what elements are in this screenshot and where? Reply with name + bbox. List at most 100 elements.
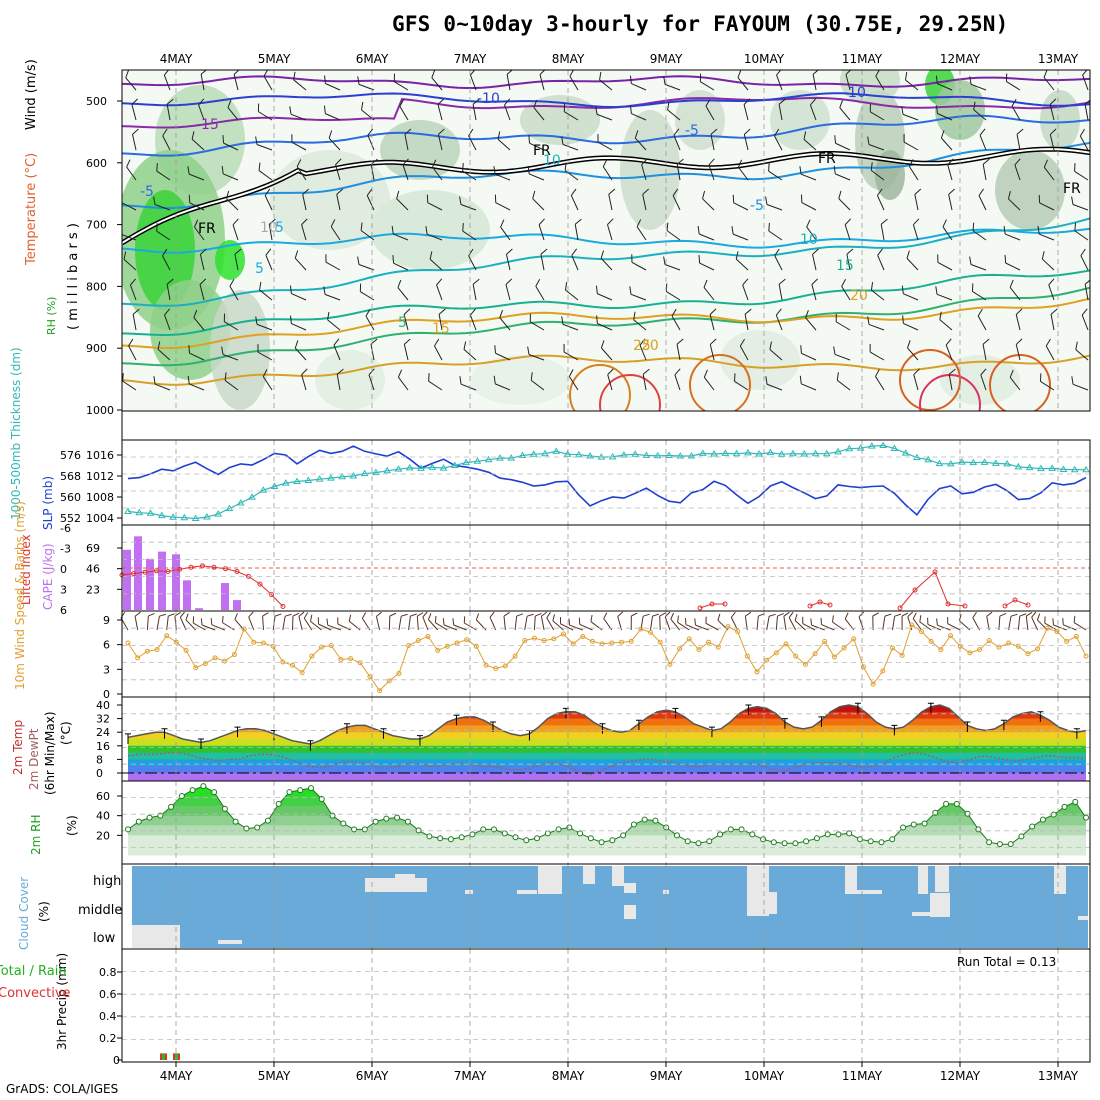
rh-marker [835,831,842,838]
wind-speed-marker [444,643,450,649]
date-label-top: 12MAY [940,52,981,66]
slp-tick-label: 1012 [86,470,114,483]
thickness-marker [326,474,335,481]
wind-barb [768,222,783,241]
wind-barb [607,218,614,241]
wind-barb [187,375,205,391]
rh-shading-22 [720,330,800,390]
rh-band [128,835,1086,856]
precip-tick-label: 0.8 [99,966,117,979]
cloud-cover-cell [218,940,242,944]
wind-speed-marker [1035,646,1041,652]
wind-barb [564,281,579,301]
wind-barb [735,251,749,271]
rh-shading-2 [135,190,195,310]
li-marker [722,601,728,607]
li-marker [211,564,217,570]
rh-shading-17 [995,150,1065,230]
wind-barb [226,190,239,211]
thickness-marker [901,449,910,456]
temp-contour--20 [122,75,1090,89]
wind-barb [268,218,276,241]
rh-marker [1061,803,1068,810]
wind-barb [671,308,681,331]
wind-barb [153,376,171,391]
wind-barb [323,286,341,301]
temp-band [128,718,1086,726]
wind-barb-10m [416,612,424,631]
wind-speed-marker [1054,629,1060,635]
li-marker [932,569,938,575]
rh-marker [404,818,411,825]
rh-shading-20 [315,350,385,410]
minmax-marker [635,719,642,731]
wind-barb [600,250,613,271]
wind-barb [1003,225,1021,241]
wind-speed-marker [918,629,924,635]
wind-barb [902,315,919,331]
wind-barb [972,222,987,241]
thickness-marker [946,459,955,467]
thickness-marker [777,450,786,457]
wind-barb [1084,278,1090,301]
temp-band-below-zero [128,773,1086,781]
wind-speed-marker [531,635,537,641]
li-marker [177,566,182,572]
wind-speed-marker [909,622,915,628]
wind-barb-10m [783,611,790,631]
date-label-bottom: 7MAY [454,1069,487,1083]
wind-barb [392,255,409,271]
ua-tick-label: 800 [86,280,107,293]
thickness-axis-label: 1000-500mb Thickness (dm) [9,347,23,520]
ua-wind-label: Wind (m/s) [24,59,39,130]
wind-barb [199,248,207,271]
thickness-marker [180,513,189,521]
wind-barb [774,128,783,151]
date-label-bottom: 11MAY [842,1069,883,1083]
wind-barb [163,70,171,91]
rh-tick-label: 20 [96,829,110,842]
wind-barb-10m [326,618,342,631]
temp-tick-label: 32 [96,713,110,726]
rh-marker [447,836,454,843]
wind-barb [948,368,956,391]
rh-marker [652,817,659,824]
date-label-top: 6MAY [356,52,389,66]
rh-marker [846,830,853,837]
wind-barb [223,313,239,331]
thickness-marker [1059,465,1068,472]
wind-barb [1071,196,1089,211]
cape-axis-label: CAPE (J/kg) [41,543,55,610]
panel-backgrounds [122,70,1090,411]
wind-barb [494,345,511,361]
wind-barb-10m [303,612,313,631]
thickness-marker [383,466,392,474]
rh-marker [189,787,196,794]
wind-barb [330,219,341,241]
wind-barb [325,254,341,271]
wind-barb [357,76,375,91]
thickness-marker [1014,462,1023,470]
li-marker [188,564,194,570]
wind-barb [563,344,579,361]
wind-barb-10m [603,612,613,631]
wind-barb [667,101,681,121]
rh-marker [211,789,218,796]
wind-barb-10m [568,618,583,631]
wind-barb-10m [348,614,361,631]
wind-barb [901,285,919,301]
wind-barb [360,222,375,241]
wind-speed-marker [696,647,702,653]
wind-barb [504,98,511,121]
thickness-marker [665,451,673,459]
rh-marker [577,830,584,837]
rh-marker [910,821,917,828]
wind-barb [294,250,307,271]
rh-shading-21 [470,355,570,405]
wind-speed-marker [841,645,847,651]
wind-speed-marker [541,638,547,644]
temp-tick-label: 8 [96,753,103,766]
wind-speed-marker [570,641,576,647]
rh-marker [641,816,648,823]
wind-speed-marker [928,638,934,644]
